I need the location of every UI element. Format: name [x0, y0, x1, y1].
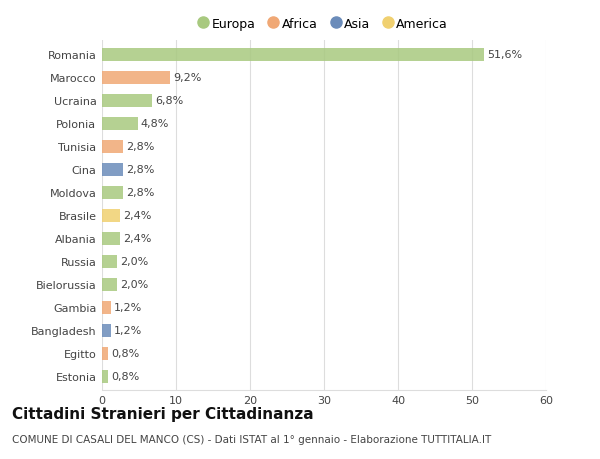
Text: 2,8%: 2,8%	[125, 142, 154, 152]
Bar	[102, 95, 152, 107]
Text: 0,8%: 0,8%	[111, 348, 139, 358]
Text: 2,4%: 2,4%	[123, 234, 151, 244]
Text: COMUNE DI CASALI DEL MANCO (CS) - Dati ISTAT al 1° gennaio - Elaborazione TUTTIT: COMUNE DI CASALI DEL MANCO (CS) - Dati I…	[12, 434, 491, 444]
Text: 0,8%: 0,8%	[111, 371, 139, 381]
Text: 2,4%: 2,4%	[123, 211, 151, 221]
Bar	[102, 118, 137, 130]
Bar	[102, 209, 120, 222]
Text: 4,8%: 4,8%	[140, 119, 169, 129]
Text: 2,8%: 2,8%	[125, 165, 154, 175]
Bar	[102, 278, 117, 291]
Text: 9,2%: 9,2%	[173, 73, 202, 83]
Text: 6,8%: 6,8%	[155, 96, 184, 106]
Bar	[102, 186, 123, 199]
Bar	[102, 163, 123, 176]
Bar	[102, 324, 111, 337]
Bar	[102, 232, 120, 245]
Text: 1,2%: 1,2%	[114, 325, 142, 336]
Text: 2,0%: 2,0%	[120, 257, 148, 267]
Text: 1,2%: 1,2%	[114, 302, 142, 313]
Text: Cittadini Stranieri per Cittadinanza: Cittadini Stranieri per Cittadinanza	[12, 406, 314, 421]
Bar	[102, 347, 108, 360]
Bar	[102, 301, 111, 314]
Legend: Europa, Africa, Asia, America: Europa, Africa, Asia, America	[195, 13, 453, 36]
Text: 51,6%: 51,6%	[487, 50, 522, 60]
Bar	[102, 49, 484, 62]
Text: 2,8%: 2,8%	[125, 188, 154, 198]
Bar	[102, 140, 123, 153]
Bar	[102, 72, 170, 84]
Bar	[102, 255, 117, 268]
Text: 2,0%: 2,0%	[120, 280, 148, 290]
Bar	[102, 370, 108, 383]
